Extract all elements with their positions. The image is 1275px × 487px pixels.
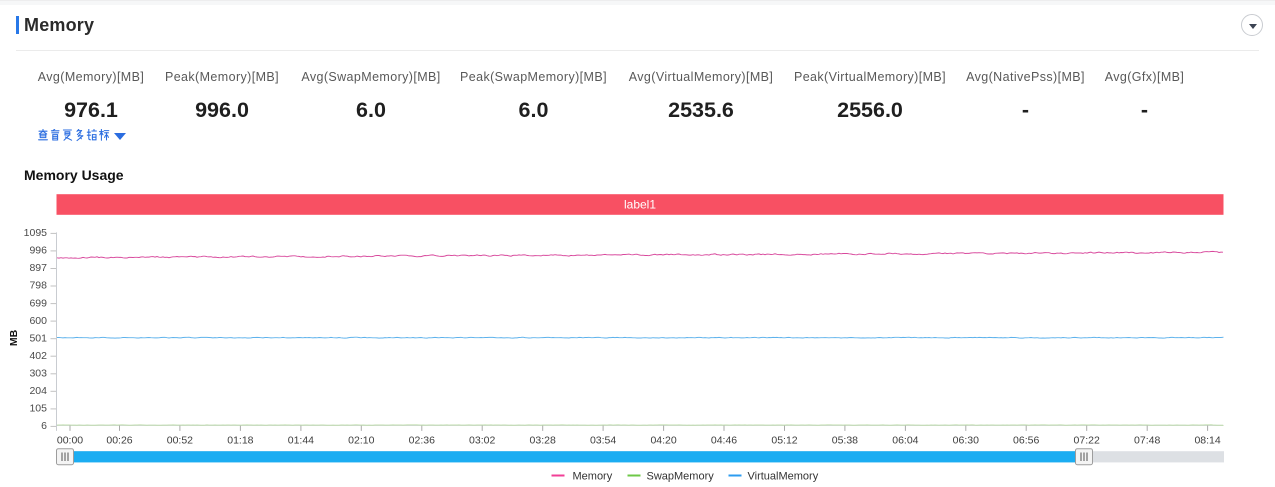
svg-text:04:46: 04:46 (711, 435, 737, 447)
svg-text:label1: label1 (624, 198, 656, 212)
svg-text:03:54: 03:54 (590, 435, 616, 447)
svg-text:600: 600 (29, 315, 47, 327)
svg-text:05:38: 05:38 (832, 435, 858, 447)
svg-text:6: 6 (41, 420, 47, 432)
svg-text:798: 798 (29, 280, 47, 292)
svg-text:Memory: Memory (573, 470, 613, 482)
svg-text:1095: 1095 (24, 227, 48, 239)
svg-text:04:20: 04:20 (650, 435, 676, 447)
svg-text:06:04: 06:04 (892, 435, 918, 447)
svg-text:06:56: 06:56 (1013, 435, 1039, 447)
svg-text:01:44: 01:44 (288, 435, 314, 447)
svg-text:SwapMemory: SwapMemory (647, 470, 715, 482)
svg-text:02:36: 02:36 (409, 435, 435, 447)
svg-text:05:12: 05:12 (771, 435, 797, 447)
svg-text:204: 204 (29, 385, 47, 397)
svg-text:MB: MB (8, 329, 20, 346)
svg-text:897: 897 (29, 262, 47, 274)
svg-text:08:14: 08:14 (1194, 435, 1220, 447)
svg-text:699: 699 (29, 297, 47, 309)
svg-text:01:18: 01:18 (227, 435, 253, 447)
svg-text:501: 501 (29, 332, 47, 344)
svg-text:03:02: 03:02 (469, 435, 495, 447)
svg-text:07:48: 07:48 (1134, 435, 1160, 447)
svg-text:VirtualMemory: VirtualMemory (748, 470, 819, 482)
svg-text:996: 996 (29, 245, 47, 257)
svg-text:00:00: 00:00 (57, 435, 83, 447)
svg-text:06:30: 06:30 (953, 435, 979, 447)
svg-text:00:52: 00:52 (167, 435, 193, 447)
svg-text:07:22: 07:22 (1074, 435, 1100, 447)
svg-text:03:28: 03:28 (530, 435, 556, 447)
svg-text:00:26: 00:26 (106, 435, 132, 447)
svg-text:303: 303 (29, 368, 47, 380)
svg-text:105: 105 (29, 403, 47, 415)
svg-text:402: 402 (29, 350, 47, 362)
svg-text:02:10: 02:10 (348, 435, 374, 447)
